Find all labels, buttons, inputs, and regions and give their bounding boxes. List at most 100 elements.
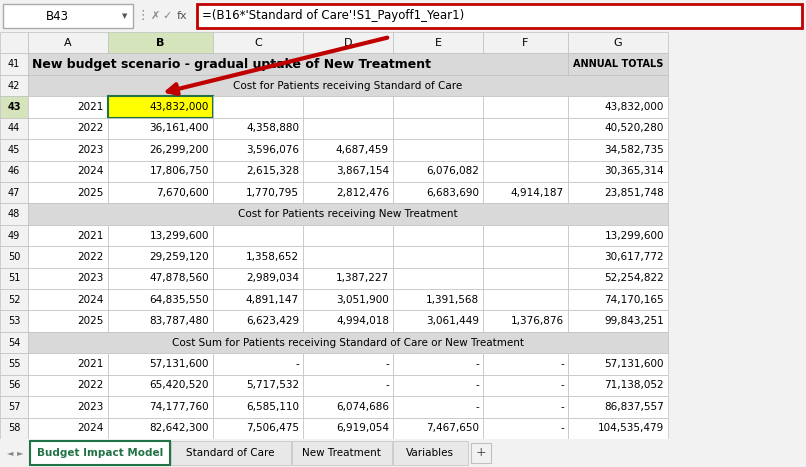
Bar [0,375,28,396]
Text: 2021: 2021 [77,359,104,369]
Bar [0,268,28,289]
Bar [28,375,108,396]
Bar [213,268,303,289]
Bar [0,246,28,268]
Bar [483,182,568,203]
Text: 1,770,795: 1,770,795 [246,188,299,198]
Text: G: G [613,38,622,48]
Text: -: - [476,402,479,412]
Text: 13,299,600: 13,299,600 [149,231,209,241]
Text: 2022: 2022 [77,252,104,262]
Bar [30,441,169,465]
Bar [568,32,668,53]
Bar [28,332,668,354]
Text: ►: ► [17,448,23,458]
Text: ✓: ✓ [162,11,172,21]
Text: 57,131,600: 57,131,600 [149,359,209,369]
Bar [393,396,483,417]
Text: 7,506,475: 7,506,475 [246,423,299,433]
Bar [393,96,483,118]
Bar [483,396,568,417]
Bar [108,396,213,417]
Bar [303,118,393,139]
Text: 83,787,480: 83,787,480 [149,316,209,326]
Text: 6,074,686: 6,074,686 [336,402,389,412]
Text: -: - [560,381,564,390]
Bar [0,439,806,467]
Bar [568,268,668,289]
Bar [0,32,28,53]
Text: Budget Impact Model: Budget Impact Model [36,448,163,458]
Text: 7,670,600: 7,670,600 [156,188,209,198]
Text: ◄: ◄ [6,448,13,458]
Bar [0,161,28,182]
Text: 99,843,251: 99,843,251 [604,316,664,326]
Bar [393,161,483,182]
Bar [213,354,303,375]
Text: 2021: 2021 [77,102,104,112]
Text: 43: 43 [7,102,21,112]
Bar [483,139,568,161]
Bar [568,375,668,396]
Bar [0,225,28,246]
Text: F: F [522,38,529,48]
Bar [108,375,213,396]
Bar [303,182,393,203]
Text: 2,812,476: 2,812,476 [336,188,389,198]
Bar [108,225,213,246]
Text: 1,387,227: 1,387,227 [336,273,389,283]
Bar [393,225,483,246]
Bar [213,225,303,246]
Bar [108,246,213,268]
Bar [28,268,108,289]
Bar [0,139,28,161]
Text: 51: 51 [8,273,20,283]
Text: -: - [476,359,479,369]
Bar [28,246,108,268]
Bar [0,354,28,375]
Bar [393,354,483,375]
Text: 53: 53 [8,316,20,326]
Text: 2022: 2022 [77,123,104,134]
Text: 1,391,568: 1,391,568 [426,295,479,305]
Bar [108,354,213,375]
Bar [568,396,668,417]
Bar [393,289,483,311]
Text: -: - [560,359,564,369]
Bar [393,139,483,161]
Text: 4,914,187: 4,914,187 [511,188,564,198]
Bar [393,268,483,289]
Bar [483,118,568,139]
Bar [568,225,668,246]
Bar [483,311,568,332]
Text: 104,535,479: 104,535,479 [598,423,664,433]
Bar [568,354,668,375]
Text: -: - [476,381,479,390]
Text: 36,161,400: 36,161,400 [149,123,209,134]
Text: 40,520,280: 40,520,280 [604,123,664,134]
Text: 45: 45 [8,145,20,155]
Bar [28,96,108,118]
Text: Cost for Patients receiving New Treatment: Cost for Patients receiving New Treatmen… [239,209,458,219]
Text: 2023: 2023 [77,145,104,155]
Text: 65,420,520: 65,420,520 [149,381,209,390]
Text: 7,467,650: 7,467,650 [426,423,479,433]
Bar [303,396,393,417]
Bar [483,354,568,375]
Bar [471,443,491,463]
Bar [393,182,483,203]
Bar [303,161,393,182]
Text: =(B16*'Standard of Care'!S1_Payoff1_Year1): =(B16*'Standard of Care'!S1_Payoff1_Year… [202,9,464,22]
Bar [568,311,668,332]
Text: -: - [385,359,389,369]
Text: ✗: ✗ [150,11,160,21]
Bar [303,139,393,161]
Text: 26,299,200: 26,299,200 [149,145,209,155]
Text: 46: 46 [8,166,20,176]
Bar [393,417,483,439]
Text: ANNUAL TOTALS: ANNUAL TOTALS [573,59,663,69]
Text: B: B [156,38,164,48]
Bar [197,4,802,28]
Text: New Treatment: New Treatment [302,448,381,458]
Text: -: - [385,381,389,390]
